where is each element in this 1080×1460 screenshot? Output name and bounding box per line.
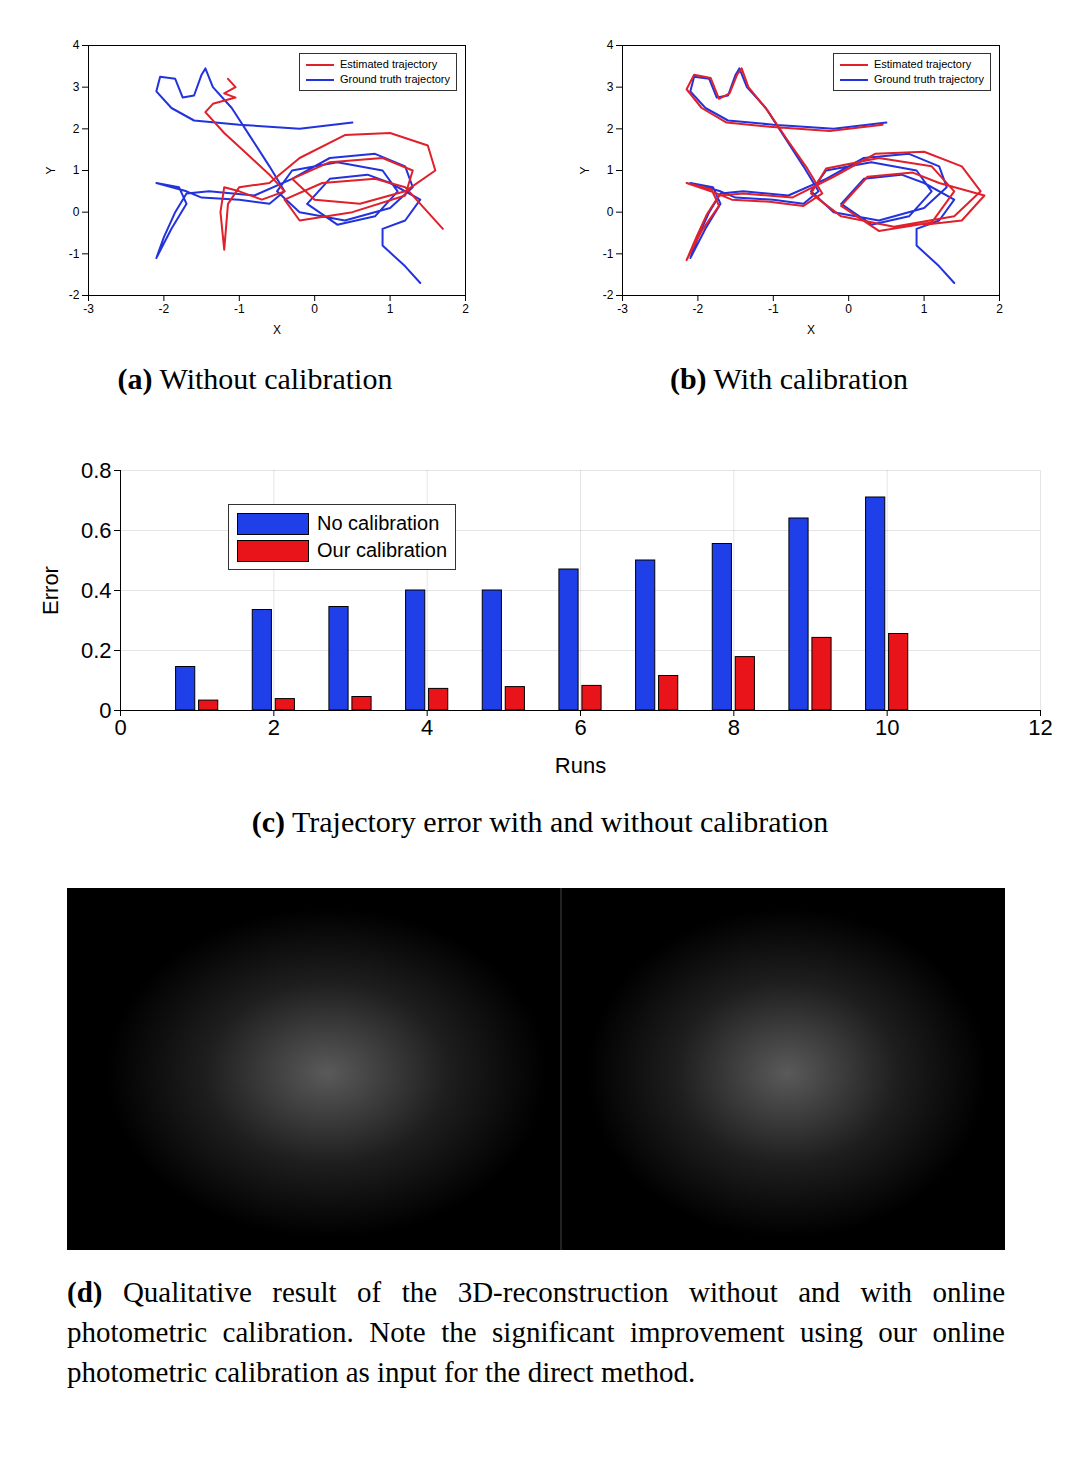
html-text:Estimated trajectory: Estimated trajectory [339, 58, 438, 70]
svg-text:Y: Y [578, 166, 592, 174]
svg-text:0: 0 [845, 302, 852, 316]
svg-text:-2: -2 [603, 288, 614, 302]
svg-text:-1: -1 [603, 247, 614, 261]
svg-text:0: 0 [114, 715, 126, 740]
svg-text:X: X [273, 323, 281, 337]
svg-text:0.6: 0.6 [81, 518, 112, 543]
svg-text:3: 3 [607, 80, 614, 94]
html-text:Estimated trajectory: Estimated trajectory [873, 58, 972, 70]
html-text:No calibration: No calibration [317, 512, 440, 534]
html-text:(d) Qualitative result of the: (d) Qualitative result of the 3D-reconst… [67, 1276, 1005, 1388]
svg-text:1: 1 [607, 163, 614, 177]
svg-text:6: 6 [574, 715, 586, 740]
svg-text:0.4: 0.4 [81, 578, 112, 603]
svg-text:0.8: 0.8 [81, 458, 112, 483]
svg-text:Error: Error [38, 566, 63, 615]
svg-text:1: 1 [387, 302, 394, 316]
svg-text:-1: -1 [768, 302, 779, 316]
svg-text:-3: -3 [617, 302, 628, 316]
html-text:(b) With calibration: (b) With calibration [669, 362, 909, 395]
svg-text:-1: -1 [234, 302, 245, 316]
svg-text:2: 2 [73, 122, 80, 136]
svg-text:10: 10 [875, 715, 899, 740]
html-text:(c) Trajectory error with and: (c) Trajectory error with and without ca… [251, 805, 829, 838]
svg-text:2: 2 [607, 122, 614, 136]
html-text:Our calibration: Our calibration [317, 539, 448, 561]
svg-text:X: X [807, 323, 815, 337]
svg-text:-3: -3 [83, 302, 94, 316]
svg-text:-2: -2 [159, 302, 170, 316]
svg-text:1: 1 [73, 163, 80, 177]
svg-text:0.2: 0.2 [81, 638, 112, 663]
svg-text:-2: -2 [693, 302, 704, 316]
svg-text:2: 2 [268, 715, 280, 740]
svg-text:Runs: Runs [555, 753, 606, 778]
svg-text:-1: -1 [69, 247, 80, 261]
html-text:(a) Without calibration: (a) Without calibration [117, 362, 393, 395]
svg-text:0: 0 [99, 698, 111, 723]
svg-text:-2: -2 [69, 288, 80, 302]
svg-text:2: 2 [462, 302, 469, 316]
svg-text:0: 0 [607, 205, 614, 219]
svg-text:4: 4 [421, 715, 433, 740]
html-text:Ground truth trajectory: Ground truth trajectory [873, 73, 984, 85]
svg-text:0: 0 [73, 205, 80, 219]
svg-text:8: 8 [728, 715, 740, 740]
svg-text:4: 4 [607, 38, 614, 52]
svg-text:0: 0 [311, 302, 318, 316]
svg-text:12: 12 [1028, 715, 1052, 740]
svg-text:4: 4 [73, 38, 80, 52]
svg-text:Y: Y [44, 166, 58, 174]
html-text:Ground truth trajectory: Ground truth trajectory [339, 73, 450, 85]
svg-text:2: 2 [996, 302, 1003, 316]
svg-text:1: 1 [921, 302, 928, 316]
svg-text:3: 3 [73, 80, 80, 94]
